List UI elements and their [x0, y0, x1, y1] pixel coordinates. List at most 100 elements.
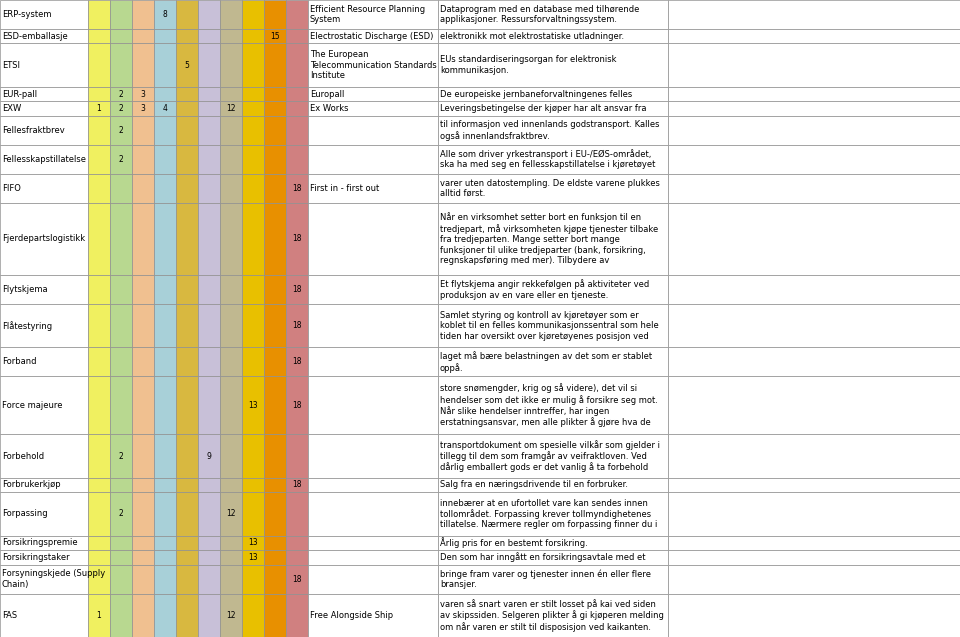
Bar [668, 145, 960, 174]
Bar [286, 116, 308, 145]
Bar [154, 275, 176, 304]
Bar [438, 376, 668, 434]
Bar [198, 550, 220, 564]
Bar [242, 116, 264, 145]
Bar [154, 478, 176, 492]
Bar [154, 434, 176, 478]
Bar [176, 434, 198, 478]
Text: 5: 5 [184, 61, 189, 69]
Bar [242, 275, 264, 304]
Bar [242, 564, 264, 594]
Bar [154, 594, 176, 637]
Bar [0, 87, 88, 101]
Text: 15: 15 [270, 32, 279, 41]
Bar [668, 203, 960, 275]
Bar [668, 116, 960, 145]
Bar [220, 174, 242, 203]
Text: 18: 18 [292, 234, 301, 243]
Text: 18: 18 [292, 575, 301, 583]
Bar [668, 550, 960, 564]
Bar [242, 478, 264, 492]
Bar [668, 347, 960, 376]
Bar [110, 275, 132, 304]
Bar [110, 203, 132, 275]
Bar [438, 116, 668, 145]
Bar [668, 304, 960, 347]
Bar [264, 116, 286, 145]
Bar [286, 101, 308, 116]
Bar [668, 174, 960, 203]
Bar [154, 29, 176, 43]
Bar [668, 594, 960, 637]
Bar [110, 376, 132, 434]
Text: Dataprogram med en database med tilhørende
applikasjoner. Ressursforvaltningssys: Dataprogram med en database med tilhøren… [440, 4, 639, 24]
Bar [176, 0, 198, 29]
Bar [198, 145, 220, 174]
Bar [438, 275, 668, 304]
Text: bringe fram varer og tjenester innen én eller flere
bransjer.: bringe fram varer og tjenester innen én … [440, 569, 651, 589]
Bar [0, 478, 88, 492]
Bar [88, 347, 110, 376]
Bar [132, 550, 154, 564]
Bar [438, 203, 668, 275]
Bar [264, 174, 286, 203]
Bar [0, 145, 88, 174]
Bar [220, 550, 242, 564]
Bar [198, 275, 220, 304]
Bar [198, 434, 220, 478]
Bar [154, 550, 176, 564]
Bar [198, 101, 220, 116]
Text: Den som har inngått en forsikringsavtale med et: Den som har inngått en forsikringsavtale… [440, 552, 645, 562]
Text: Årlig pris for en bestemt forsikring.: Årlig pris for en bestemt forsikring. [440, 538, 588, 548]
Bar [198, 347, 220, 376]
Bar [308, 0, 438, 29]
Bar [154, 347, 176, 376]
Bar [176, 29, 198, 43]
Bar [176, 174, 198, 203]
Bar [308, 87, 438, 101]
Bar [0, 203, 88, 275]
Bar [110, 478, 132, 492]
Bar [0, 29, 88, 43]
Bar [286, 29, 308, 43]
Bar [198, 43, 220, 87]
Bar [438, 87, 668, 101]
Text: 13: 13 [249, 401, 258, 410]
Bar [220, 43, 242, 87]
Bar [132, 116, 154, 145]
Bar [0, 116, 88, 145]
Text: Forsikringspremie: Forsikringspremie [2, 538, 78, 547]
Bar [220, 101, 242, 116]
Bar [0, 275, 88, 304]
Text: Ex Works: Ex Works [310, 104, 348, 113]
Bar [110, 347, 132, 376]
Bar [264, 145, 286, 174]
Bar [264, 304, 286, 347]
Bar [176, 478, 198, 492]
Bar [438, 434, 668, 478]
Text: FIFO: FIFO [2, 183, 21, 193]
Bar [198, 536, 220, 550]
Bar [132, 347, 154, 376]
Bar [88, 275, 110, 304]
Bar [242, 376, 264, 434]
Bar [198, 594, 220, 637]
Bar [286, 492, 308, 536]
Bar [438, 347, 668, 376]
Bar [438, 304, 668, 347]
Bar [88, 29, 110, 43]
Text: Electrostatic Discharge (ESD): Electrostatic Discharge (ESD) [310, 32, 433, 41]
Bar [154, 174, 176, 203]
Bar [88, 43, 110, 87]
Bar [88, 203, 110, 275]
Text: Forpassing: Forpassing [2, 510, 48, 519]
Bar [242, 434, 264, 478]
Bar [264, 478, 286, 492]
Bar [242, 347, 264, 376]
Bar [242, 492, 264, 536]
Text: FAS: FAS [2, 611, 17, 620]
Bar [88, 594, 110, 637]
Text: 2: 2 [119, 452, 124, 461]
Bar [88, 116, 110, 145]
Bar [132, 492, 154, 536]
